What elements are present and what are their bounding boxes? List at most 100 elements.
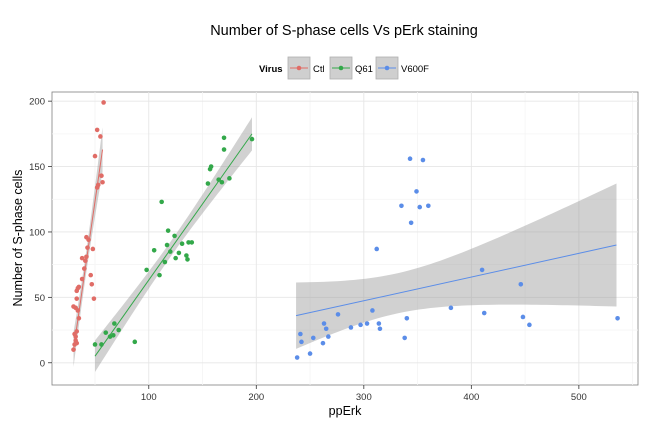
y-axis-ticks: 0 50 100 150 200 (29, 97, 52, 369)
data-point-ctl (95, 182, 101, 188)
data-point-ctl (86, 237, 91, 243)
x-tick-label: 100 (141, 392, 157, 403)
data-point-v600f (321, 321, 327, 326)
data-point-ctl (83, 258, 88, 264)
data-point-q61 (173, 255, 178, 261)
y-tick-label: 100 (29, 227, 45, 238)
data-point-ctl (76, 315, 82, 321)
data-point-q61 (186, 240, 191, 245)
legend-key-point (338, 65, 344, 71)
data-point-ctl (81, 266, 87, 271)
x-axis-ticks: 100 200 300 400 500 (141, 385, 587, 403)
data-point-v600f (402, 335, 407, 341)
y-tick-label: 50 (34, 293, 45, 304)
grid (52, 92, 638, 385)
data-point-v600f (320, 340, 326, 346)
data-point-q61 (162, 259, 168, 265)
data-point-v600f (323, 326, 329, 332)
data-point-q61 (132, 339, 138, 345)
legend-item-ctl: Ctl (287, 56, 325, 80)
data-point-v600f (307, 351, 313, 356)
data-point-ctl (88, 272, 94, 278)
legend-title: Virus (259, 64, 283, 75)
data-point-v600f (518, 281, 524, 287)
data-point-ctl (74, 296, 80, 301)
legend-key-point (296, 65, 302, 71)
data-point-ctl (79, 276, 85, 282)
data-points (71, 100, 620, 360)
data-point-v600f (298, 331, 303, 337)
data-point-q61 (227, 176, 232, 181)
data-point-v600f (520, 314, 526, 320)
confidence-band-v600f (296, 183, 617, 349)
data-point-v600f (479, 267, 485, 273)
data-point-ctl (84, 254, 89, 260)
y-tick-label: 200 (29, 97, 45, 108)
chart-title: Number of S-phase cells Vs pErk staining (210, 23, 478, 39)
data-point-v600f (414, 189, 419, 194)
data-point-ctl (76, 284, 82, 290)
data-point-q61 (144, 267, 149, 273)
data-point-ctl (100, 179, 105, 185)
data-point-ctl (75, 308, 81, 313)
data-point-v600f (407, 156, 413, 162)
data-point-q61 (221, 147, 227, 152)
data-point-v600f (299, 339, 304, 345)
data-point-q61 (116, 327, 121, 333)
data-point-q61 (216, 177, 221, 182)
data-point-v600f (358, 322, 363, 328)
data-point-q61 (110, 332, 116, 338)
data-point-q61 (189, 240, 195, 245)
data-point-v600f (335, 312, 341, 317)
y-axis-label: Number of S-phase cells (11, 170, 25, 307)
x-tick-label: 400 (463, 392, 479, 403)
data-point-q61 (99, 342, 104, 347)
data-point-ctl (99, 173, 104, 179)
data-point-q61 (184, 253, 189, 258)
legend: Virus Ctl Q61 V600F (259, 56, 429, 80)
data-point-ctl (74, 340, 80, 346)
fit-line-v600f (295, 244, 617, 317)
data-point-q61 (208, 164, 214, 169)
data-point-ctl (79, 255, 85, 261)
data-point-q61 (179, 241, 185, 247)
data-point-v600f (294, 355, 300, 360)
data-point-v600f (399, 203, 404, 209)
data-point-v600f (481, 310, 487, 316)
data-point-q61 (112, 321, 117, 326)
data-point-ctl (92, 153, 98, 159)
data-point-ctl (94, 127, 100, 133)
data-point-v600f (364, 321, 370, 326)
legend-key-point (384, 65, 390, 71)
data-point-q61 (92, 342, 98, 347)
x-tick-label: 200 (248, 392, 264, 403)
data-point-v600f (404, 315, 410, 321)
data-point-v600f (417, 204, 423, 210)
data-point-ctl (71, 347, 76, 352)
fit-line-q61 (94, 133, 253, 357)
data-point-v600f (376, 321, 382, 326)
data-point-v600f (420, 157, 426, 163)
data-point-v600f (527, 322, 532, 328)
y-tick-label: 150 (29, 162, 45, 173)
data-point-q61 (167, 249, 173, 254)
data-point-q61 (165, 228, 171, 233)
x-tick-label: 300 (356, 392, 372, 403)
data-point-q61 (205, 181, 211, 186)
data-point-ctl (89, 281, 95, 287)
legend-item-v600f: V600F (375, 56, 429, 80)
data-point-q61 (172, 233, 177, 239)
y-tick-label: 0 (40, 358, 45, 369)
legend-item-q61: Q61 (329, 56, 373, 80)
data-point-q61 (151, 247, 157, 253)
data-point-v600f (448, 305, 454, 311)
data-point-q61 (103, 330, 109, 335)
data-point-q61 (185, 257, 190, 262)
data-point-q61 (157, 272, 162, 278)
data-point-v600f (348, 325, 354, 330)
x-tick-label: 500 (571, 392, 587, 403)
data-point-q61 (176, 250, 182, 256)
data-point-v600f (426, 203, 431, 209)
data-point-v600f (615, 315, 620, 321)
